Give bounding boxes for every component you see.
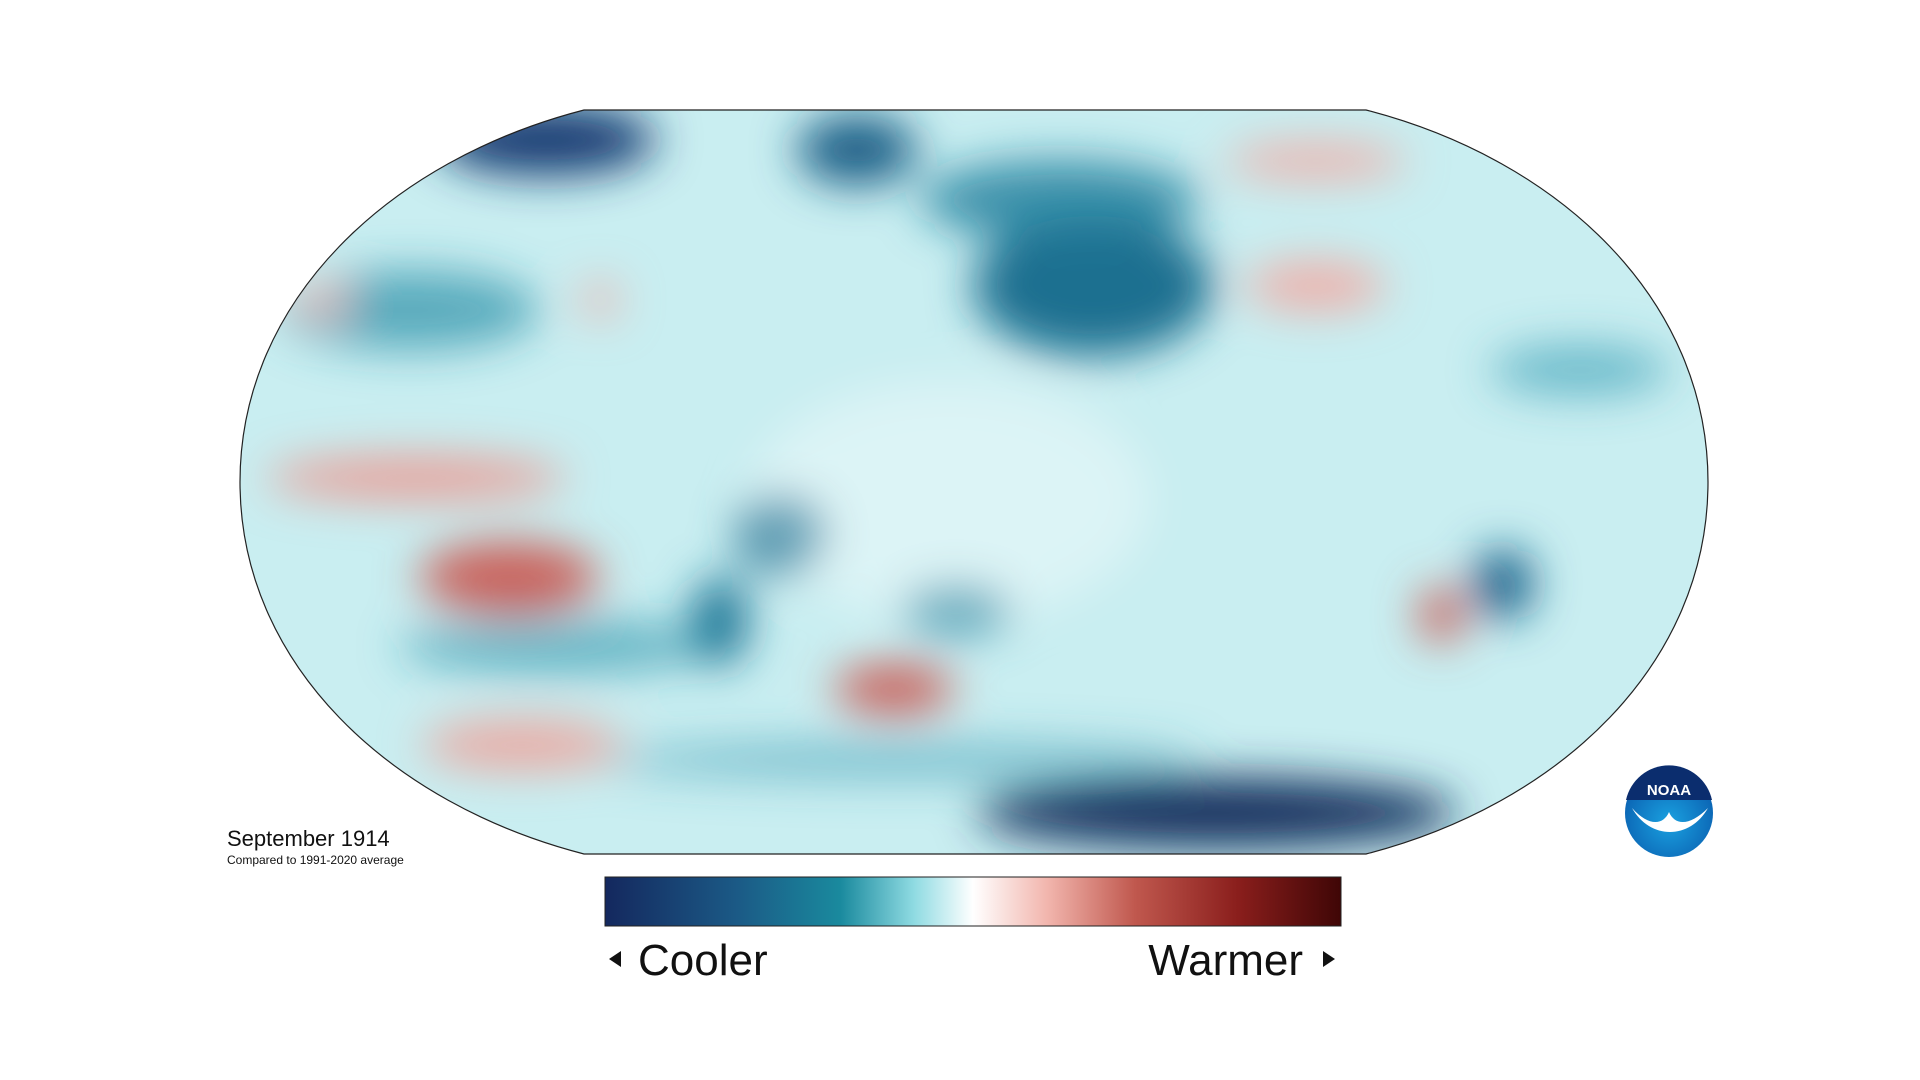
map-title: September 1914 <box>227 826 390 851</box>
warmer-label: Warmer <box>1148 936 1303 985</box>
logo-text: NOAA <box>1647 782 1691 799</box>
warmer-arrow <box>1323 951 1335 967</box>
anomaly-field <box>240 110 1708 854</box>
map-outline <box>239 109 1709 855</box>
color-bar <box>604 876 1342 927</box>
map-subtitle: Compared to 1991-2020 average <box>227 853 404 867</box>
cooler-label: Cooler <box>638 936 768 985</box>
noaa-logo: NOAA <box>1625 765 1713 857</box>
cooler-arrow <box>609 951 621 967</box>
